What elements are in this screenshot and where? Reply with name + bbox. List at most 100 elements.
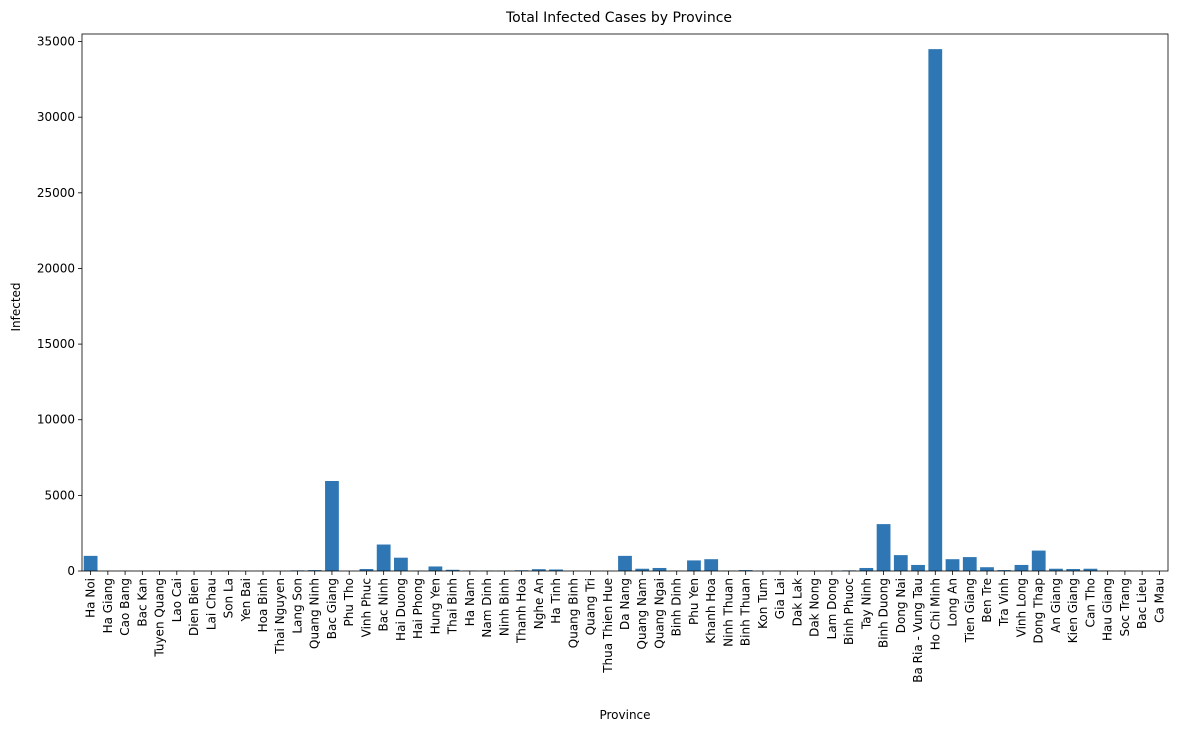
x-tick-label: Da Nang <box>618 578 632 630</box>
y-tick-label: 30000 <box>37 110 75 124</box>
bar <box>1014 564 1029 571</box>
y-tick-label: 10000 <box>37 413 75 427</box>
x-tick-label: Lai Chau <box>204 578 218 630</box>
x-tick-label: Bac Lieu <box>1135 578 1149 629</box>
y-axis-ticks: 0 5000 10000 15000 20000 25000 30000 35000 <box>37 35 82 578</box>
x-tick-label: Hung Yen <box>428 578 442 634</box>
bar <box>83 555 98 571</box>
x-tick-label: Tien Giang <box>963 578 977 643</box>
bars-group <box>83 49 1167 571</box>
y-tick-label: 5000 <box>44 488 75 502</box>
x-tick-label: Lao Cai <box>170 578 184 622</box>
bar <box>428 566 443 571</box>
x-tick-label: Dong Nai <box>894 578 908 633</box>
bar <box>980 567 994 571</box>
x-tick-label: Thai Binh <box>446 578 460 635</box>
x-tick-label: Hau Giang <box>1101 578 1115 641</box>
bar <box>945 559 960 571</box>
x-tick-label: Ha Giang <box>101 578 115 633</box>
x-tick-label: Hai Duong <box>394 578 408 641</box>
bar <box>635 568 650 571</box>
bar <box>307 570 322 571</box>
x-tick-label: Tay Ninh <box>859 578 873 630</box>
bar <box>1031 550 1046 571</box>
bar <box>445 569 460 571</box>
x-tick-label: Ninh Thuan <box>721 578 735 647</box>
x-axis-label: Province <box>599 708 650 722</box>
bar <box>531 569 546 571</box>
x-tick-label: Can Tho <box>1083 578 1097 627</box>
bar <box>1066 569 1081 571</box>
x-tick-label: Khanh Hoa <box>704 578 718 644</box>
bar <box>618 555 632 571</box>
x-tick-label: Quang Nam <box>635 578 649 649</box>
x-tick-label: Vinh Phuc <box>359 578 373 637</box>
x-tick-label: Ha Nam <box>463 578 477 626</box>
x-tick-label: Dak Lak <box>790 578 804 626</box>
bar <box>1083 568 1098 571</box>
x-tick-label: Bac Kan <box>135 578 149 627</box>
bar <box>859 567 874 571</box>
x-tick-label: Dien Bien <box>187 578 201 636</box>
x-tick-label: Dong Thap <box>1032 578 1046 644</box>
bar <box>911 564 925 571</box>
x-tick-label: Quang Binh <box>566 578 580 648</box>
y-tick-label: 15000 <box>37 337 75 351</box>
x-tick-label: Bac Ninh <box>377 578 391 632</box>
bar <box>704 559 719 571</box>
y-tick-label: 25000 <box>37 186 75 200</box>
x-tick-label: Thanh Hoa <box>515 578 529 644</box>
y-tick-label: 35000 <box>37 35 75 49</box>
x-tick-label: Lam Dong <box>825 578 839 639</box>
bar <box>687 560 701 571</box>
x-tick-label: Nghe An <box>532 578 546 629</box>
x-tick-label: Binh Dinh <box>670 578 684 636</box>
x-tick-label: Binh Phuoc <box>842 578 856 645</box>
bar <box>1049 568 1063 571</box>
x-tick-label: Lang Son <box>290 578 304 634</box>
x-tick-label: Cao Bang <box>118 578 132 636</box>
bar <box>325 481 339 571</box>
x-tick-label: An Giang <box>1049 578 1063 633</box>
chart-title: Total Infected Cases by Province <box>505 10 732 26</box>
bar <box>394 557 408 571</box>
y-axis-label: Infected <box>9 282 23 331</box>
x-tick-label: Phu Tho <box>342 578 356 627</box>
y-tick-label: 20000 <box>37 261 75 275</box>
y-tick-label: 0 <box>67 564 75 578</box>
x-tick-label: Binh Thuan <box>739 578 753 646</box>
bar <box>962 557 977 571</box>
x-tick-label: Quang Ngai <box>652 578 666 649</box>
x-tick-label: Ba Ria - Vung Tau <box>911 578 925 683</box>
x-tick-label: Thua Thien Hue <box>601 578 615 674</box>
x-tick-label: Nam Dinh <box>480 578 494 638</box>
x-tick-label: Thai Nguyen <box>273 578 287 655</box>
x-tick-label: Tra Vinh <box>997 578 1011 627</box>
x-tick-label: Yen Bai <box>239 578 253 622</box>
x-tick-label: Hoa Binh <box>256 578 270 632</box>
x-tick-label: Soc Trang <box>1118 578 1132 636</box>
bar <box>876 524 891 571</box>
x-tick-label: Son La <box>222 578 236 618</box>
bar <box>738 570 753 571</box>
x-tick-label: Phu Yen <box>687 578 701 625</box>
x-tick-label: Long An <box>946 578 960 627</box>
bar <box>652 567 667 571</box>
x-axis-ticks: Ha Noi Ha Giang Cao Bang Bac Kan Tuyen Quang… <box>84 571 1166 683</box>
x-tick-label: Ninh Binh <box>497 578 511 636</box>
x-tick-label: Binh Duong <box>877 578 891 648</box>
bar <box>359 569 374 571</box>
x-tick-label: Tuyen Quang <box>153 578 167 658</box>
x-tick-label: Vinh Long <box>1014 578 1028 637</box>
x-tick-label: Hai Phong <box>411 578 425 639</box>
bar <box>893 555 908 571</box>
bar <box>376 544 391 571</box>
x-tick-label: Bac Giang <box>325 578 339 639</box>
x-tick-label: Quang Tri <box>584 578 598 635</box>
x-tick-label: Ha Noi <box>84 578 98 618</box>
x-tick-label: Ca Mau <box>1152 578 1166 623</box>
bar <box>928 49 943 571</box>
x-tick-label: Gia Lai <box>773 578 787 619</box>
